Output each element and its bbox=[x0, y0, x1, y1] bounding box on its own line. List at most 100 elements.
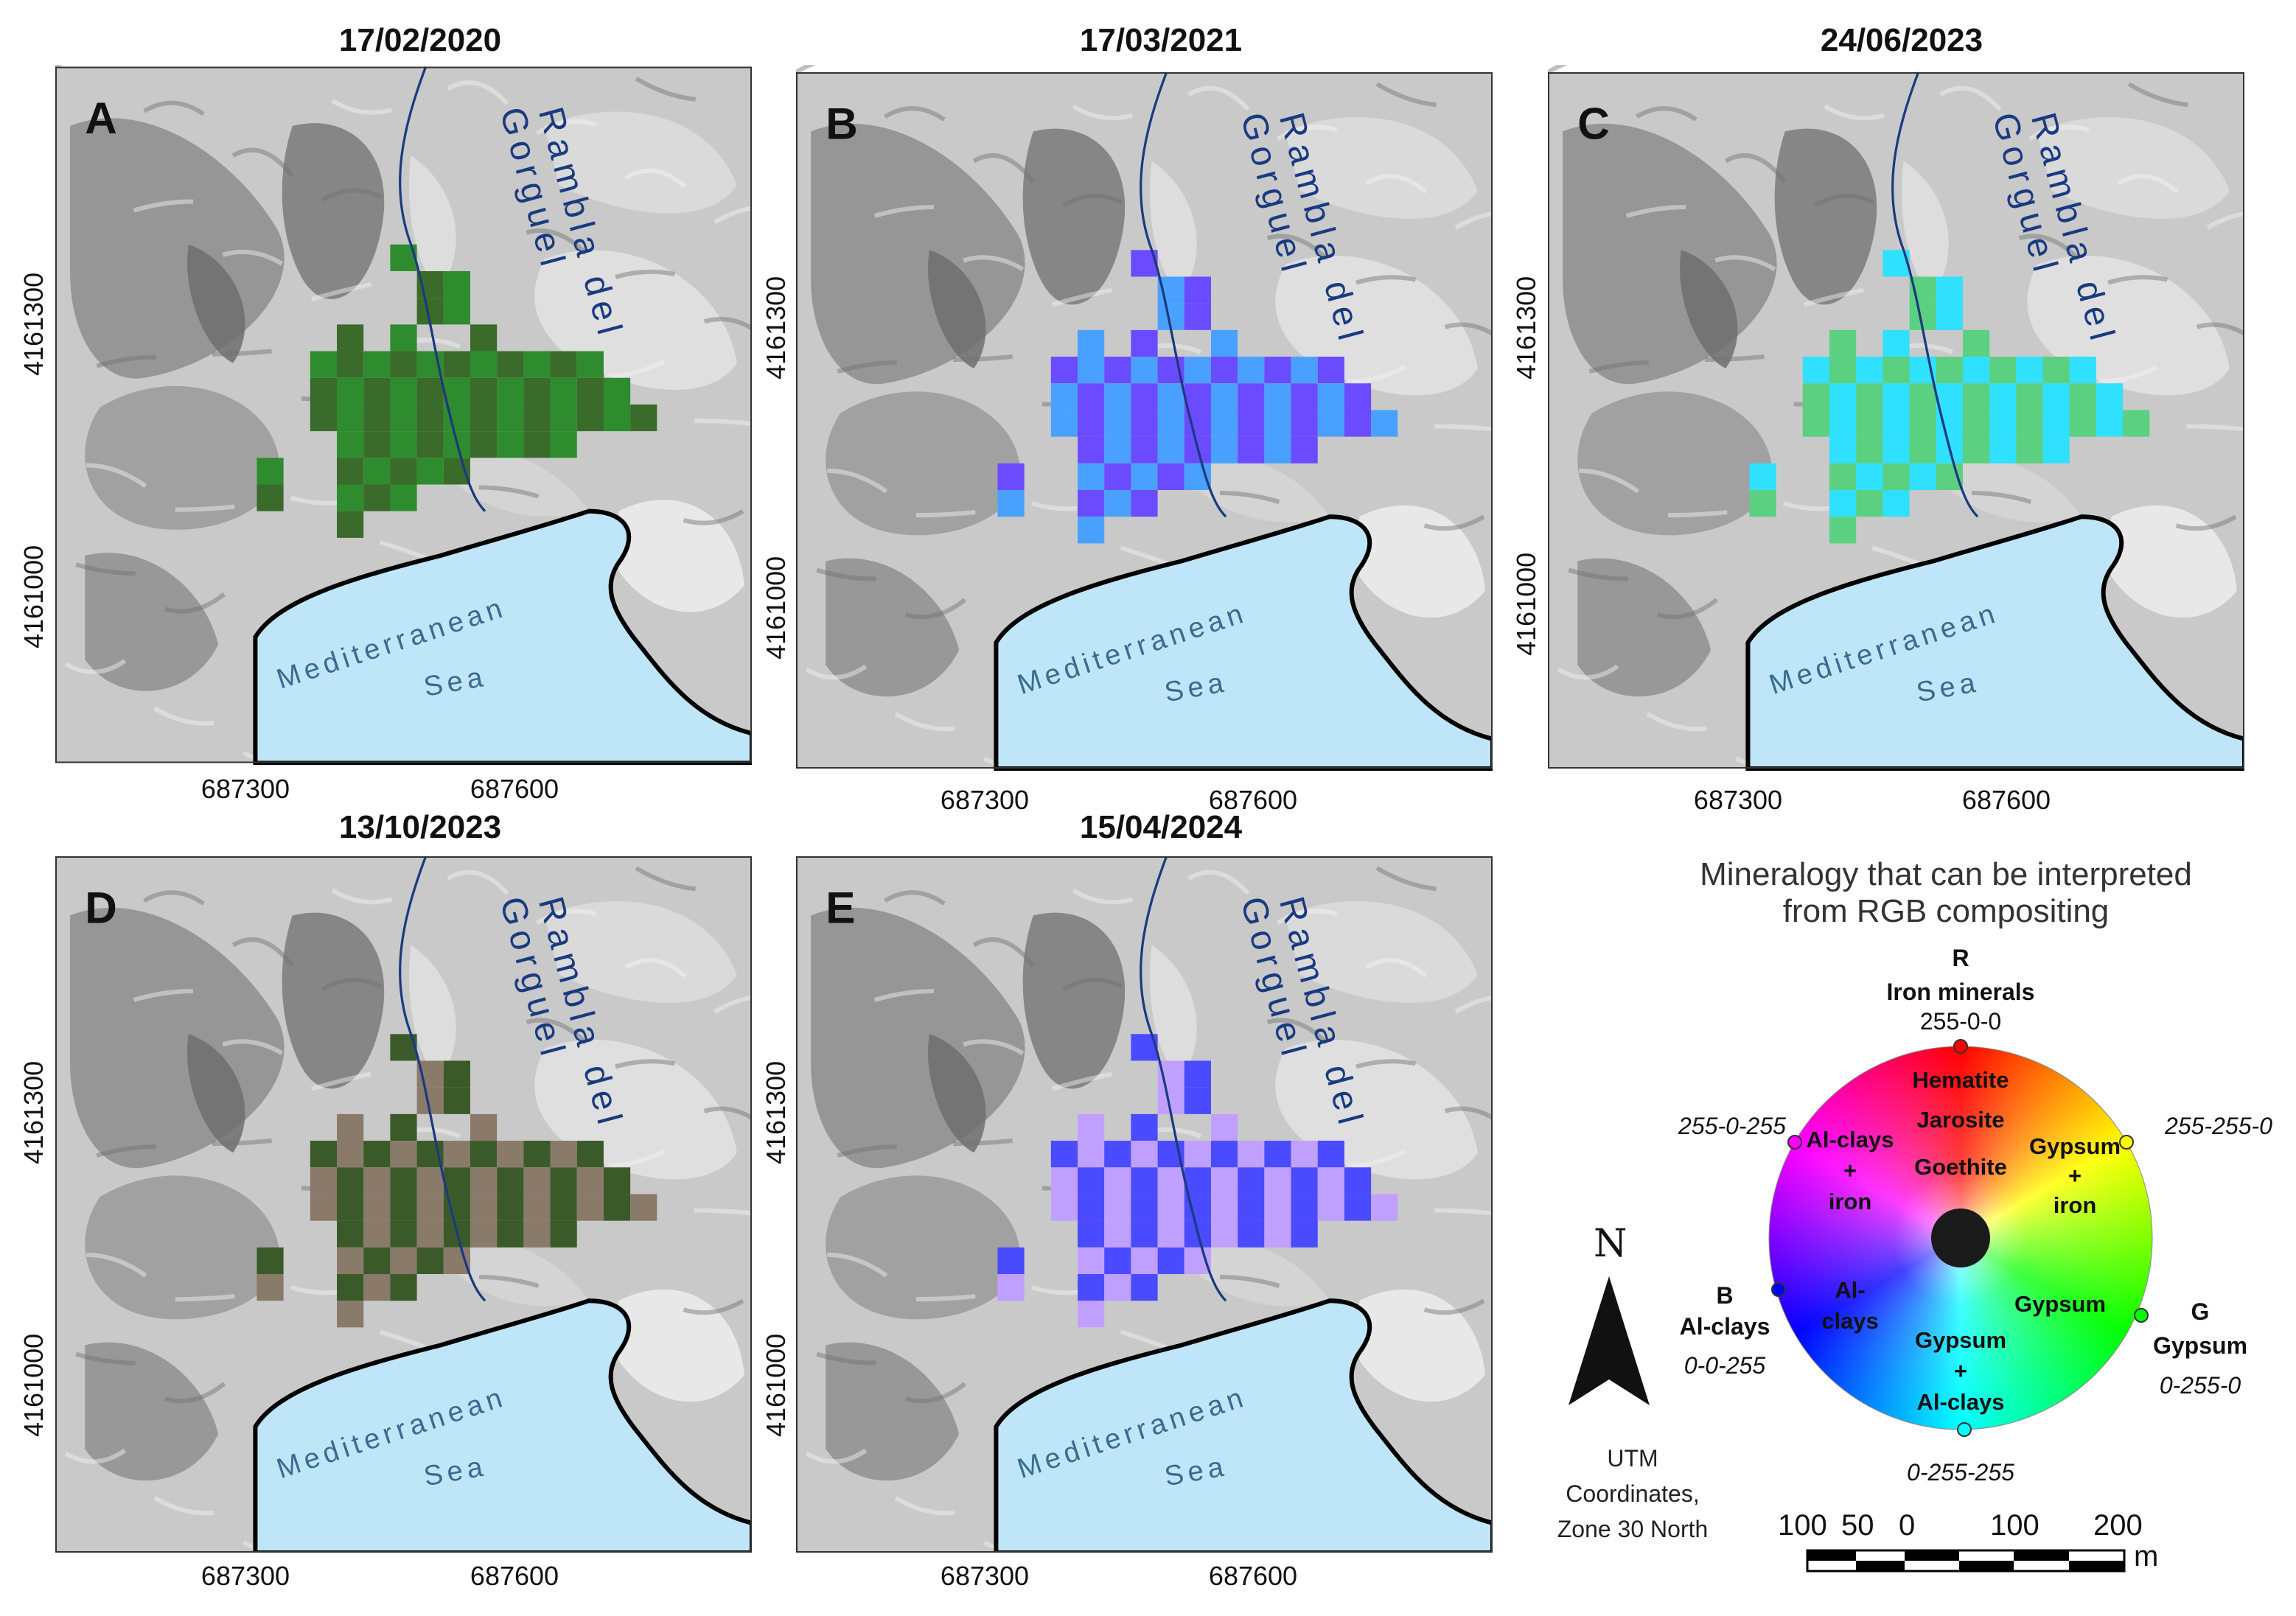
pixel-cell bbox=[310, 1141, 338, 1168]
pixel-cell bbox=[390, 351, 417, 378]
pixel-cell bbox=[337, 431, 364, 458]
x-tick-b-2: 687600 bbox=[1208, 785, 1298, 815]
scale-unit: m bbox=[2134, 1540, 2159, 1573]
north-arrow bbox=[1569, 1276, 1650, 1409]
color-wheel-svg bbox=[1768, 1039, 2153, 1437]
pixel-cell bbox=[1157, 1167, 1184, 1194]
y-tick-a-2: 4161000 bbox=[18, 545, 49, 648]
pixel-cell bbox=[997, 1274, 1025, 1301]
wheel-alclays-iron-l2: + bbox=[1843, 1158, 1857, 1183]
pixel-cell bbox=[1317, 383, 1344, 410]
pixel-cell bbox=[2016, 357, 2043, 384]
pixel-cell bbox=[1291, 410, 1318, 437]
pixel-cell bbox=[1344, 1194, 1372, 1221]
pixel-cell bbox=[337, 1167, 364, 1194]
pixel-cell bbox=[1050, 1194, 1078, 1221]
pixel-cell bbox=[1104, 1247, 1131, 1274]
pixel-cell bbox=[1078, 1113, 1105, 1141]
pixel-cell bbox=[550, 404, 577, 432]
pixel-cell bbox=[1882, 463, 1910, 490]
wheel-gypsum-iron-l3: iron bbox=[2053, 1192, 2097, 1218]
map-panel-a: A Rambla del Gorguel Mediterranean Sea bbox=[55, 65, 752, 765]
pixel-cell bbox=[1264, 1220, 1291, 1248]
pixel-cell bbox=[2069, 410, 2096, 437]
pixel-cell bbox=[1157, 463, 1184, 490]
pixel-cell bbox=[337, 1113, 364, 1141]
pixel-cell bbox=[1882, 357, 1910, 384]
pixel-cell bbox=[310, 1167, 338, 1194]
pixel-cell bbox=[1131, 410, 1158, 437]
pixel-cell bbox=[337, 351, 364, 378]
pixel-cell bbox=[1104, 1220, 1131, 1248]
g-code: 0-255-0 bbox=[2159, 1372, 2241, 1399]
river-line bbox=[399, 856, 486, 1302]
river-line bbox=[1140, 71, 1227, 518]
scale-label-100-left: 100 bbox=[1778, 1509, 1827, 1542]
utm-note: UTM Coordinates, Zone 30 North bbox=[1533, 1441, 1732, 1547]
wheel-jarosite: Jarosite bbox=[1916, 1107, 2005, 1133]
utm-line-1: UTM bbox=[1607, 1445, 1658, 1472]
pixel-cell bbox=[1131, 383, 1158, 410]
wheel-gyp-al-l1: Gypsum bbox=[1914, 1327, 2007, 1353]
pixel-cell bbox=[1104, 410, 1131, 437]
pixel-cell bbox=[390, 1220, 417, 1248]
pixel-cell bbox=[1104, 463, 1131, 490]
wheel-alclays-iron: Al-clays + iron bbox=[1798, 1124, 1902, 1217]
wheel-gyp-al-l3: Al-clays bbox=[1916, 1389, 2005, 1415]
pixel-cell bbox=[1829, 463, 1857, 490]
pixel-cell bbox=[257, 484, 284, 511]
pixel-cell bbox=[1078, 1141, 1105, 1168]
river-line bbox=[399, 66, 486, 512]
pixel-cell bbox=[337, 1220, 364, 1248]
pixel-cell bbox=[1078, 329, 1105, 357]
pixel-cell bbox=[390, 1141, 417, 1168]
scale-label-100: 100 bbox=[1990, 1509, 2039, 1542]
pixel-cell bbox=[1131, 1194, 1158, 1221]
pixel-cell bbox=[363, 404, 391, 432]
panel-d-date: 13/10/2023 bbox=[338, 809, 502, 845]
pixel-cell bbox=[390, 458, 417, 485]
pixel-cell bbox=[470, 1113, 498, 1141]
pixel-cell bbox=[1829, 329, 1857, 357]
pixel-cell bbox=[1104, 490, 1131, 517]
pixel-cell bbox=[576, 1141, 604, 1168]
pixel-cell bbox=[2016, 436, 2043, 464]
pixel-cell bbox=[1882, 410, 1910, 437]
pixel-cell bbox=[1210, 357, 1238, 384]
pixel-cell bbox=[363, 351, 391, 378]
pixel-cell bbox=[603, 404, 631, 432]
wheel-gypsum-iron-l1: Gypsum bbox=[2028, 1133, 2121, 1159]
pixel-cell bbox=[1989, 436, 2017, 464]
pixel-cell bbox=[1050, 357, 1078, 384]
pixel-cell bbox=[443, 377, 470, 405]
pixel-cell bbox=[1078, 1247, 1105, 1274]
pixel-cell bbox=[576, 1167, 604, 1194]
pixel-cell bbox=[1104, 1167, 1131, 1194]
pixel-cell bbox=[390, 1167, 417, 1194]
sea-area bbox=[994, 1298, 1493, 1553]
pixel-cell bbox=[1856, 383, 1883, 410]
x-tick-a-2: 687600 bbox=[470, 774, 559, 804]
pixel-cell bbox=[603, 1194, 631, 1221]
pixel-cell bbox=[1210, 436, 1238, 464]
pixel-cell bbox=[1210, 1220, 1238, 1248]
pixel-cell bbox=[550, 1141, 577, 1168]
pixel-cell bbox=[416, 1167, 444, 1194]
wheel-hematite: Hematite bbox=[1912, 1067, 2009, 1093]
pixel-cell bbox=[257, 458, 284, 485]
pixel-cell bbox=[257, 1247, 284, 1274]
pixel-cell bbox=[1317, 410, 1344, 437]
pixel-cell bbox=[2096, 410, 2124, 437]
pixel-cell bbox=[443, 1167, 470, 1194]
wheel-alclays: Al- clays bbox=[1806, 1275, 1894, 1337]
g-letter: G bbox=[2191, 1298, 2210, 1325]
panel-b-date: 17/03/2021 bbox=[1079, 22, 1243, 58]
pixel-cell bbox=[1131, 463, 1158, 490]
pixel-cell bbox=[523, 1220, 551, 1248]
g-name: Gypsum bbox=[2152, 1332, 2248, 1359]
b-letter: B bbox=[1716, 1282, 1734, 1309]
pixel-cell bbox=[1238, 1167, 1265, 1194]
pixel-cell bbox=[997, 463, 1025, 490]
